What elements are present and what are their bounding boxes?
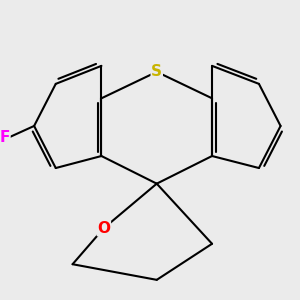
Text: F: F bbox=[0, 130, 10, 146]
Text: O: O bbox=[97, 220, 110, 236]
Text: S: S bbox=[151, 64, 162, 80]
